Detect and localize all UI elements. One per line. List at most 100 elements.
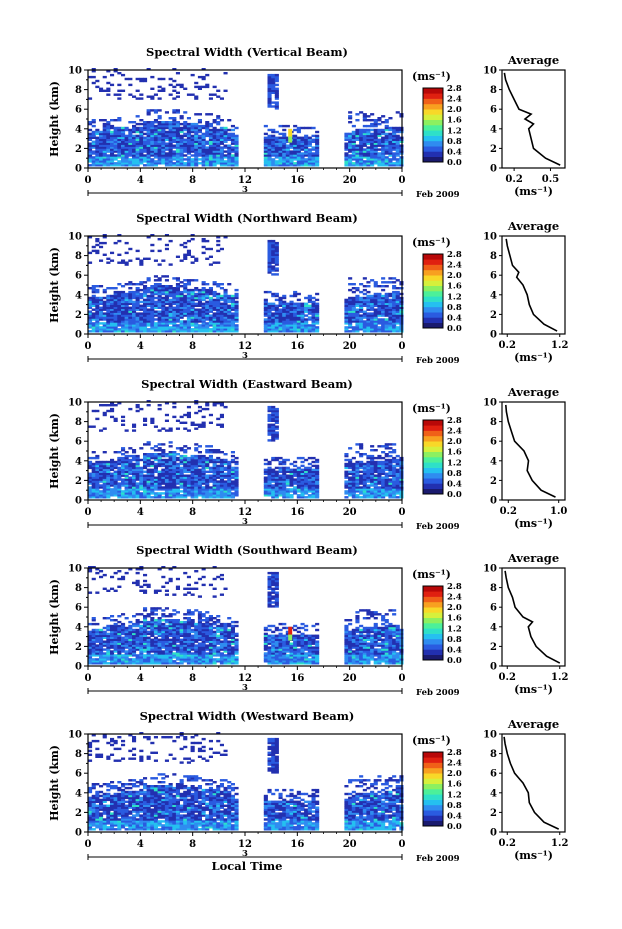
heatmap-cell: [183, 466, 188, 470]
heatmap-cell: [135, 148, 140, 151]
heatmap-cell: [128, 310, 133, 313]
heatmap-cell: [139, 126, 144, 130]
heatmap-cell: [197, 292, 202, 296]
heatmap-cell: [172, 496, 177, 499]
heatmap-cell: [99, 404, 104, 407]
heatmap-cell: [282, 494, 287, 497]
heatmap-cell: [172, 146, 177, 149]
heatmap-cell: [216, 156, 221, 159]
heatmap-cell: [153, 484, 158, 487]
heatmap-cell: [88, 490, 93, 493]
heatmap-cell: [197, 310, 202, 313]
heatmap-cell: [95, 140, 100, 143]
heatmap-cell: [311, 324, 316, 327]
heatmap-cell: [121, 132, 126, 136]
heatmap-cell: [373, 484, 378, 487]
heatmap-cell: [143, 308, 148, 311]
heatmap-cell: [234, 308, 239, 311]
heatmap-cell: [197, 134, 202, 138]
heatmap-cell: [216, 134, 221, 138]
heatmap-cell: [388, 158, 393, 161]
heatmap-cell: [223, 164, 228, 167]
heatmap-cell: [99, 464, 104, 468]
heatmap-cell: [311, 312, 316, 315]
heatmap-cell: [157, 404, 162, 407]
heatmap-cell: [366, 488, 371, 491]
heatmap-cell: [186, 411, 191, 415]
heatmap-cell: [230, 312, 235, 315]
heatmap-cell: [296, 480, 301, 483]
heatmap-cell: [384, 281, 389, 284]
heatmap-cell: [135, 154, 140, 157]
heatmap-cell: [197, 316, 202, 319]
heatmap-cell: [172, 484, 177, 487]
heatmap-cell: [161, 476, 166, 479]
heatmap-cell: [293, 486, 298, 489]
heatmap-cells: [88, 400, 404, 499]
heatmap-cell: [121, 478, 126, 481]
colorbar-tick-label: 2.0: [447, 271, 462, 281]
heatmap-cell: [373, 318, 378, 321]
heatmap-cell: [143, 292, 148, 296]
heatmap-cell: [384, 160, 389, 163]
heatmap-cell: [124, 474, 129, 477]
heatmap-cell: [208, 478, 213, 481]
heatmap-cell: [223, 482, 228, 485]
heatmap-cell: [267, 470, 272, 473]
heatmap-cell: [95, 148, 100, 151]
heatmap-cell: [395, 312, 400, 315]
heatmap-cell: [351, 312, 356, 315]
heatmap-cell: [311, 496, 316, 499]
heatmap-cell: [135, 140, 140, 143]
heatmap-cell: [366, 324, 371, 327]
heatmap-cell: [373, 492, 378, 495]
heatmap-cell: [143, 306, 148, 309]
heatmap-cell: [300, 158, 305, 161]
heatmap-cell: [143, 310, 148, 313]
heatmap-cell: [216, 302, 221, 305]
heatmap-cell: [132, 306, 137, 309]
heatmap-cell: [377, 476, 382, 479]
heatmap-cell: [381, 285, 386, 288]
heatmap-cell: [271, 425, 276, 428]
heatmap-cell: [186, 462, 191, 466]
heatmap-cell: [355, 152, 360, 155]
heatmap-cell: [227, 164, 232, 167]
heatmap-cell: [282, 468, 287, 471]
heatmap-cell: [344, 484, 349, 487]
heatmap-cell: [172, 97, 177, 100]
heatmap-cell: [300, 494, 305, 497]
heatmap-cell: [175, 144, 180, 147]
heatmap-cell: [106, 318, 111, 321]
heatmap-cell: [278, 320, 283, 323]
heatmap-cell: [95, 314, 100, 317]
heatmap-cell: [223, 466, 228, 470]
heatmap-cell: [194, 312, 199, 315]
heatmap-cell: [91, 294, 96, 298]
heatmap-cell: [150, 496, 155, 499]
heatmap-cell: [179, 281, 184, 284]
heatmap-cell: [153, 330, 158, 333]
heatmap-cell: [348, 316, 353, 319]
heatmap-cell: [348, 462, 353, 466]
heatmap-cell: [208, 476, 213, 479]
heatmap-cell: [293, 304, 298, 307]
heatmap-cell: [395, 320, 400, 323]
heatmap-cell: [153, 492, 158, 495]
heatmap-cell: [143, 494, 148, 497]
heatmap-cell: [355, 326, 360, 329]
heatmap-cell: [132, 480, 137, 483]
heatmap-cell: [88, 494, 93, 497]
heatmap-cell: [143, 456, 148, 460]
heatmap-cell: [278, 474, 283, 477]
heatmap-cell: [150, 330, 155, 333]
heatmap-cell: [212, 85, 217, 89]
heatmap-cell: [99, 285, 104, 288]
heatmap-cell: [135, 454, 140, 458]
heatmap-cell: [289, 144, 294, 147]
heatmap-cell: [208, 466, 213, 470]
heatmap-cell: [132, 150, 137, 153]
heatmap-cell: [132, 328, 137, 331]
heatmap-cell: [282, 322, 287, 325]
